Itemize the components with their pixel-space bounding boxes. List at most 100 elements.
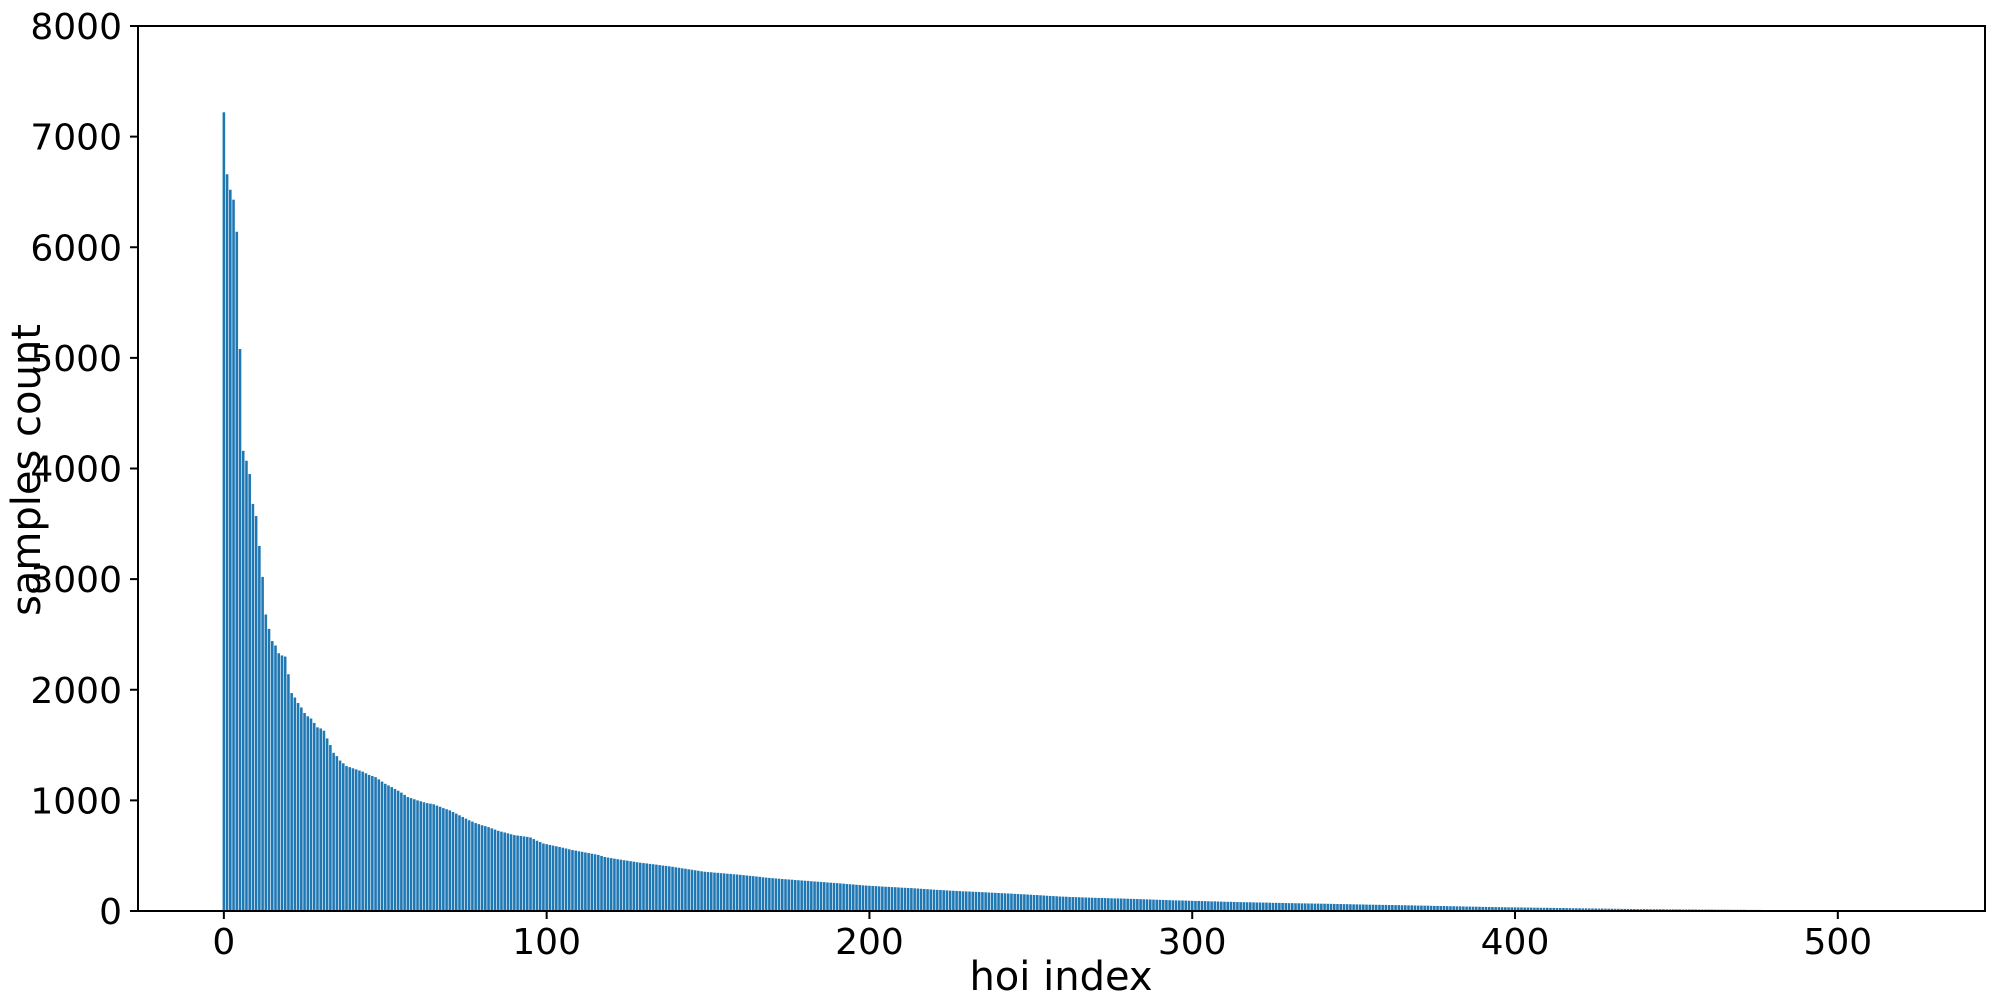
bar (826, 882, 829, 911)
bar (1394, 905, 1397, 911)
bar (703, 871, 707, 911)
bar (551, 845, 555, 911)
bar (1571, 908, 1575, 911)
bar (1581, 908, 1585, 911)
y-tick-label: 3000 (30, 560, 122, 601)
bar (968, 891, 971, 911)
bar (1194, 900, 1197, 911)
bar (1274, 902, 1278, 911)
bar (1249, 902, 1252, 911)
bar (287, 674, 290, 911)
bar (1074, 897, 1078, 911)
bar (1365, 904, 1368, 911)
bar (1613, 908, 1617, 911)
bar (1284, 903, 1288, 911)
bar (1119, 898, 1123, 911)
bar (1219, 901, 1223, 911)
bar (564, 848, 568, 911)
bar (435, 805, 439, 911)
bar (235, 231, 239, 911)
bar (632, 861, 636, 911)
bar (1052, 896, 1055, 911)
bar (1187, 900, 1191, 911)
bar (1077, 897, 1081, 911)
bar (1391, 905, 1394, 911)
y-tick-label: 0 (99, 892, 122, 933)
bar (1320, 903, 1323, 911)
bar (923, 888, 926, 911)
bar (454, 813, 458, 911)
bar (1232, 901, 1236, 911)
bar (222, 112, 226, 912)
bar (322, 730, 326, 911)
bar (1216, 901, 1220, 911)
bar (1261, 902, 1265, 911)
bar (1061, 896, 1065, 911)
bar (1242, 902, 1246, 911)
bar (1181, 900, 1184, 911)
bar (774, 878, 778, 911)
bar (1481, 906, 1485, 911)
bar (335, 756, 339, 912)
bar (1229, 901, 1233, 911)
bar (1500, 907, 1504, 911)
bar (1620, 908, 1623, 911)
bar (1139, 899, 1142, 911)
bar (1255, 902, 1259, 911)
bar (726, 873, 729, 911)
bar (361, 771, 364, 911)
bar (264, 614, 268, 911)
bar (396, 790, 400, 911)
bar (881, 886, 884, 911)
bar (270, 641, 274, 911)
bar (994, 892, 997, 911)
bar (638, 862, 642, 911)
bar (1291, 903, 1294, 911)
bar (1384, 904, 1388, 911)
bar (861, 885, 865, 911)
bar (364, 773, 368, 911)
bar (813, 881, 816, 911)
bar (1587, 908, 1591, 911)
bar (793, 880, 797, 911)
bar (1362, 904, 1365, 911)
bar (1207, 901, 1210, 911)
bar (1623, 908, 1627, 911)
bar (1287, 903, 1291, 911)
bar (981, 892, 984, 911)
bar (1516, 907, 1520, 911)
bar (1132, 898, 1136, 911)
bar (1178, 900, 1181, 911)
bar (1387, 905, 1391, 911)
bar (748, 875, 752, 911)
bar (354, 769, 358, 911)
x-tick-label: 300 (1158, 922, 1227, 963)
bar (832, 882, 836, 911)
bar (1336, 904, 1339, 911)
bar (609, 858, 613, 911)
bar (506, 833, 510, 911)
bar (761, 877, 765, 911)
bar (787, 879, 791, 911)
bar (1617, 908, 1620, 911)
bar (1094, 897, 1097, 911)
bar (1520, 907, 1523, 911)
bar (803, 880, 807, 911)
bar (1200, 901, 1204, 911)
bar (1184, 900, 1188, 911)
bar (1168, 900, 1171, 911)
bar (1152, 899, 1155, 911)
bar (1374, 904, 1378, 911)
bar (1433, 905, 1436, 911)
bar (1055, 896, 1058, 911)
bar (690, 869, 694, 911)
y-axis-label: samples count (4, 324, 50, 616)
bar (1161, 899, 1165, 911)
bar (1552, 907, 1556, 911)
bar (274, 645, 277, 911)
bar (1439, 906, 1443, 911)
y-tick-label: 2000 (30, 671, 122, 712)
bar (487, 827, 490, 911)
bar (1313, 903, 1317, 911)
bar (1332, 903, 1336, 911)
